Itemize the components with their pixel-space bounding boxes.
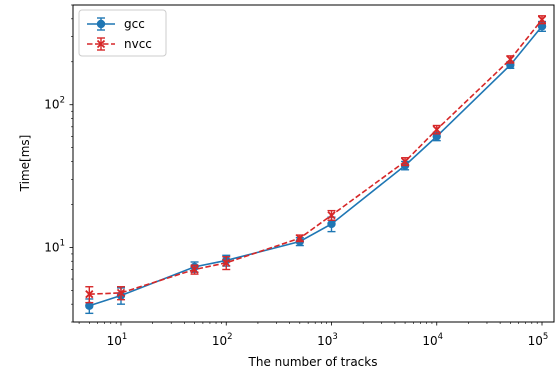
x-tick-label: 103 — [317, 332, 338, 348]
series-nvcc — [85, 15, 547, 304]
y-tick-label: 102 — [44, 96, 65, 112]
point-nvcc — [295, 234, 304, 243]
series-gcc — [85, 20, 547, 315]
point-gcc — [327, 219, 336, 229]
point-gcc — [85, 301, 94, 310]
x-tick-label: 102 — [212, 332, 233, 348]
line-nvcc — [89, 19, 543, 295]
minor-ticks — [71, 4, 538, 324]
point-nvcc — [432, 125, 441, 134]
x-tick-label: 101 — [107, 332, 128, 348]
legend-nvcc-label: nvcc — [124, 37, 152, 51]
point-nvcc — [85, 290, 94, 299]
major-ticks: 101 102 103 104 105 101 102 — [44, 96, 548, 348]
x-tick-label: 105 — [528, 332, 549, 348]
point-nvcc — [506, 55, 515, 64]
plot-frame — [72, 4, 555, 323]
legend: gcc nvcc — [78, 9, 167, 57]
legend-nvcc-marker — [96, 39, 106, 49]
y-tick-label: 101 — [44, 238, 65, 254]
legend-gcc-marker — [96, 19, 106, 29]
x-axis-label: The number of tracks — [248, 355, 378, 369]
point-nvcc — [537, 15, 547, 24]
x-tick-label: 104 — [422, 332, 443, 348]
point-nvcc — [222, 258, 231, 267]
line-gcc — [89, 25, 543, 307]
point-nvcc — [116, 288, 126, 298]
series-layer — [85, 15, 547, 315]
y-axis-label: Time[ms] — [18, 135, 32, 193]
point-nvcc — [327, 211, 336, 220]
legend-gcc-label: gcc — [124, 17, 145, 31]
point-nvcc — [190, 265, 199, 274]
legend-item-gcc: gcc — [87, 17, 145, 31]
point-nvcc — [400, 157, 410, 166]
legend-frame — [78, 9, 167, 57]
legend-item-nvcc: nvcc — [87, 37, 152, 51]
